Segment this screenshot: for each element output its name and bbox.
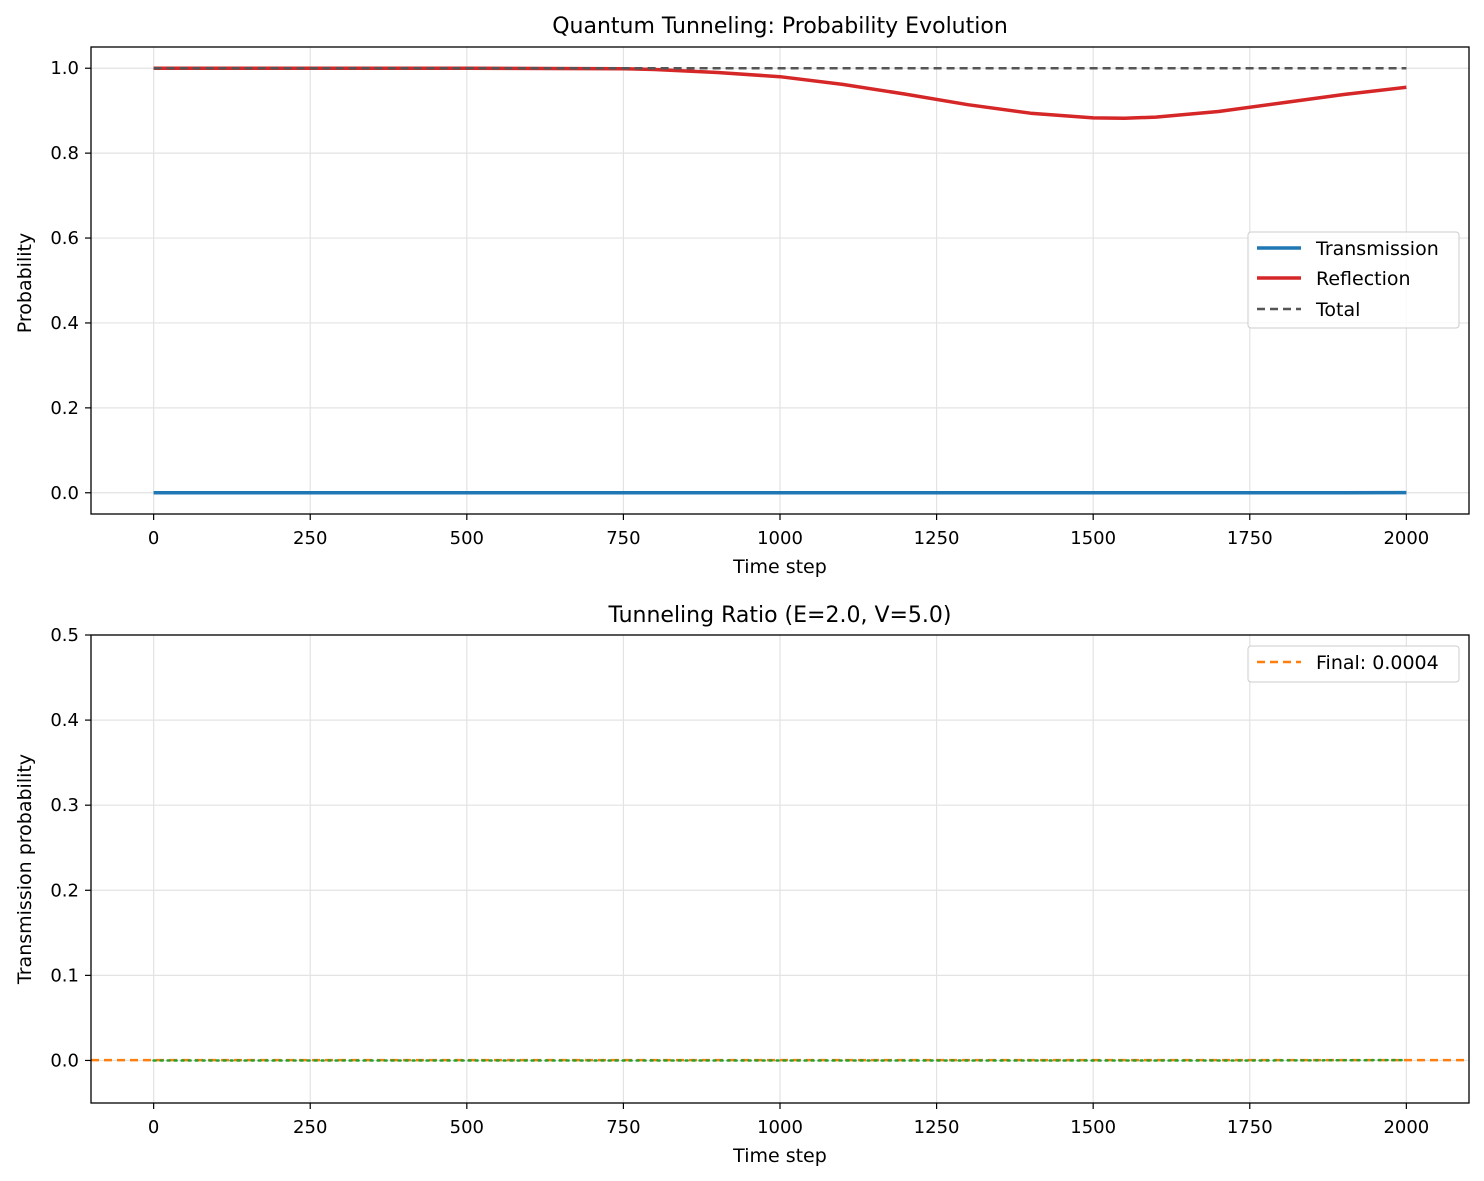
x-tick-label: 750 (606, 528, 640, 549)
legend: Transmission Reflection Total (1247, 231, 1460, 329)
x-tick-label: 1750 (1227, 528, 1273, 549)
legend-label-final: Final: 0.0004 (1316, 652, 1439, 674)
y-tick-label: 0.2 (50, 880, 79, 901)
x-tick-label: 2000 (1383, 528, 1429, 549)
x-axis-label: Time step (732, 556, 827, 578)
chart-title: Quantum Tunneling: Probability Evolution (552, 14, 1008, 39)
x-tick-label: 250 (293, 528, 327, 549)
y-ticks: 0.0 0.1 0.2 0.3 0.4 0.5 (50, 625, 91, 1071)
legend-label-transmission: Transmission (1315, 238, 1439, 260)
x-tick-label: 1250 (914, 1117, 960, 1138)
x-tick-label: 1500 (1070, 528, 1116, 549)
x-tick-label: 1000 (757, 528, 803, 549)
x-ticks: 0 250 500 750 1000 1250 1500 1750 2000 (148, 514, 1429, 549)
legend-label-total: Total (1315, 299, 1360, 321)
y-tick-label: 1.0 (50, 58, 79, 79)
legend-box (1247, 645, 1460, 683)
x-ticks: 0 250 500 750 1000 1250 1500 1750 2000 (148, 1103, 1429, 1138)
y-ticks: 0.0 0.2 0.4 0.6 0.8 1.0 (50, 58, 91, 504)
y-tick-label: 0.6 (50, 228, 79, 249)
x-axis-label: Time step (732, 1145, 827, 1167)
y-axis-label: Transmission probability (14, 754, 36, 985)
x-tick-label: 0 (148, 1117, 159, 1138)
chart-title: Tunneling Ratio (E=2.0, V=5.0) (607, 603, 951, 628)
legend: Final: 0.0004 (1247, 645, 1460, 683)
x-tick-label: 250 (293, 1117, 327, 1138)
x-tick-label: 0 (148, 528, 159, 549)
y-tick-label: 0.4 (50, 710, 79, 731)
y-axis-label: Probability (14, 233, 36, 333)
y-tick-label: 0.0 (50, 483, 79, 504)
tunneling-ratio-chart: Tunneling Ratio (E=2.0, V=5.0) 0 250 500 75… (14, 603, 1470, 1167)
x-tick-label: 1750 (1227, 1117, 1273, 1138)
y-tick-label: 0.0 (50, 1050, 79, 1071)
x-tick-label: 500 (450, 1117, 484, 1138)
y-tick-label: 0.2 (50, 398, 79, 419)
probability-evolution-chart: Quantum Tunneling: Probability Evolution… (14, 14, 1470, 578)
y-tick-label: 0.4 (50, 313, 79, 334)
legend-label-reflection: Reflection (1316, 268, 1411, 290)
series-lines (153, 66, 1407, 495)
legend-box (1247, 231, 1460, 329)
x-tick-label: 2000 (1383, 1117, 1429, 1138)
y-tick-label: 0.3 (50, 795, 79, 816)
y-tick-label: 0.1 (50, 965, 79, 986)
x-tick-label: 1000 (757, 1117, 803, 1138)
x-tick-label: 750 (606, 1117, 640, 1138)
y-tick-label: 0.5 (50, 625, 79, 646)
y-tick-label: 0.8 (50, 143, 79, 164)
x-tick-label: 1500 (1070, 1117, 1116, 1138)
x-tick-label: 500 (450, 528, 484, 549)
x-tick-label: 1250 (914, 528, 960, 549)
